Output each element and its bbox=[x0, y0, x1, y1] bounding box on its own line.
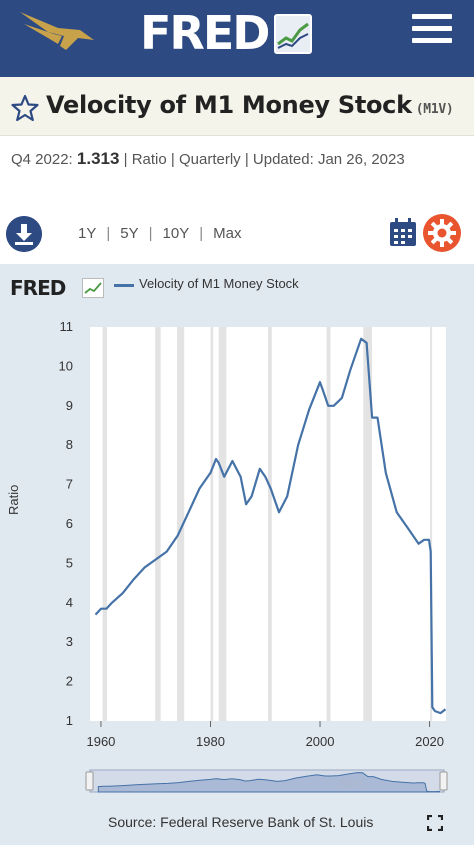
units-label: Ratio bbox=[131, 151, 167, 168]
frequency-label: Quarterly bbox=[178, 151, 241, 168]
navigator-year-label: 2000 bbox=[338, 778, 362, 790]
range-5y[interactable]: 5Y bbox=[120, 225, 139, 242]
series-line[interactable] bbox=[94, 337, 447, 715]
settings-gear-icon[interactable] bbox=[423, 214, 461, 252]
range-separator: | bbox=[148, 225, 153, 242]
calendar-icon[interactable] bbox=[389, 217, 417, 247]
recession-band bbox=[210, 327, 214, 721]
range-separator: | bbox=[106, 225, 111, 242]
hamburger-menu-icon[interactable] bbox=[412, 14, 452, 46]
x-tick-label: 2020 bbox=[415, 734, 444, 749]
range-separator: | bbox=[199, 225, 204, 242]
latest-period: Q4 2022: bbox=[11, 151, 73, 168]
y-tick-label: 6 bbox=[66, 516, 73, 531]
series-meta: Q4 2022: 1.313 | Ratio | Quarterly | Upd… bbox=[11, 148, 461, 171]
y-tick-label: 7 bbox=[66, 477, 73, 492]
x-tick-label: 1980 bbox=[196, 734, 225, 749]
y-tick-label: 2 bbox=[66, 674, 73, 689]
fred-chart-logo-icon bbox=[274, 14, 313, 54]
y-tick-label: 3 bbox=[66, 634, 73, 649]
eagle-logo-icon[interactable] bbox=[18, 6, 98, 60]
y-tick-label: 5 bbox=[66, 555, 73, 570]
meta-separator: | bbox=[244, 151, 249, 168]
recession-band bbox=[268, 327, 272, 721]
favorite-star-icon[interactable] bbox=[11, 94, 39, 122]
series-id: (M1V) bbox=[415, 102, 454, 117]
recession-band bbox=[177, 327, 185, 721]
chart-source: Source: Federal Reserve Bank of St. Loui… bbox=[108, 814, 374, 830]
y-tick-label: 10 bbox=[59, 358, 73, 373]
series-title: Velocity of M1 Money Stock bbox=[46, 91, 412, 119]
navigator-right-handle[interactable] bbox=[439, 771, 448, 791]
date-range-selector: 1Y | 5Y | 10Y | Max bbox=[78, 225, 241, 242]
chart-fred-logo-icon bbox=[82, 278, 104, 298]
app-header: FRED bbox=[0, 0, 474, 77]
y-tick-label: 11 bbox=[60, 319, 74, 334]
line-chart[interactable]: 1 2 3 4 5 6 7 8 9 10 11 1960 1980 2000 2020 2000 bbox=[0, 300, 474, 800]
page-title: Velocity of M1 Money Stock (M1V) bbox=[46, 91, 454, 119]
fred-wordmark: FRED bbox=[140, 6, 270, 60]
series-title-bar bbox=[0, 77, 474, 136]
recession-band bbox=[155, 327, 161, 721]
latest-value: 1.313 bbox=[76, 149, 120, 168]
recession-band bbox=[102, 327, 107, 721]
meta-separator: | bbox=[170, 151, 175, 168]
navigator-left-handle[interactable] bbox=[85, 771, 94, 791]
fred-brand[interactable]: FRED bbox=[140, 3, 313, 63]
fullscreen-icon[interactable] bbox=[427, 815, 443, 831]
meta-separator: | bbox=[123, 151, 128, 168]
recession-band bbox=[326, 327, 331, 721]
recession-band bbox=[218, 327, 227, 721]
updated-label: Updated: Jan 26, 2023 bbox=[252, 151, 405, 168]
recession-band bbox=[430, 327, 433, 721]
recession-band bbox=[363, 327, 373, 721]
range-1y[interactable]: 1Y bbox=[78, 225, 97, 242]
x-tick-label: 2000 bbox=[306, 734, 335, 749]
x-tick-label: 1960 bbox=[86, 734, 115, 749]
range-max[interactable]: Max bbox=[213, 225, 242, 242]
y-tick-label: 8 bbox=[66, 437, 73, 452]
range-10y[interactable]: 10Y bbox=[162, 225, 190, 242]
download-icon[interactable] bbox=[6, 216, 42, 252]
legend-swatch bbox=[114, 284, 134, 287]
y-tick-label: 4 bbox=[66, 595, 73, 610]
chart-fred-wordmark: FRED bbox=[10, 276, 66, 300]
y-tick-label: 1 bbox=[66, 713, 73, 728]
navigator-series bbox=[97, 772, 441, 793]
y-tick-label: 9 bbox=[66, 398, 73, 413]
legend-label: Velocity of M1 Money Stock bbox=[139, 276, 299, 291]
